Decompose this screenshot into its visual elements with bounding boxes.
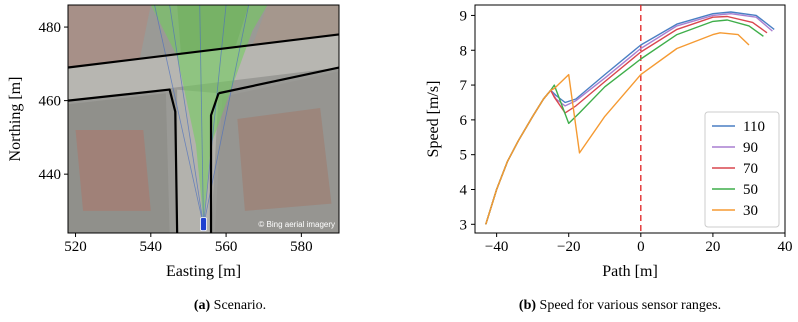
y-tick-label-7: 7 [460, 78, 468, 94]
caption-b-tag: (b) [518, 298, 537, 313]
x-tick-label-20: 20 [705, 239, 720, 255]
right-corner-curb [209, 92, 220, 233]
sensor-ray-3 [199, 5, 204, 226]
y-tick-label-5: 5 [460, 148, 468, 164]
map-layer: © Bing aerial imagery [68, 5, 339, 233]
legend-label-70: 70 [743, 161, 758, 177]
y-axis-label: Northing [m] [7, 77, 24, 162]
caption-a-tag: (a) [193, 298, 211, 313]
speed-line-chart: −40 −20 0 20 40 3 4 5 6 7 8 9 Path [m] Speed [m/s] 110… [425, 4, 793, 280]
upper-road-edge [68, 33, 339, 69]
y-axis-label: Speed [m/s] [425, 81, 442, 158]
y-tick-label-460: 460 [39, 94, 62, 110]
x-tick-label-0: 0 [637, 239, 645, 255]
sensor-ray-4 [203, 5, 227, 226]
plot-frame [474, 4, 786, 234]
y-tick-label-480: 480 [39, 20, 62, 36]
roof-right [237, 107, 332, 211]
caption-b-text: Speed for various sensor ranges. [539, 298, 722, 313]
y-tick-label-8: 8 [460, 43, 468, 59]
y-tick-label-440: 440 [39, 167, 62, 183]
watermark-text: © Bing aerial imagery [258, 220, 335, 229]
building-top-right [252, 5, 339, 46]
y-tick-label-3: 3 [460, 217, 468, 233]
sensor-field-of-view [150, 5, 268, 222]
sensor-ray-1 [154, 5, 204, 226]
caption-a-text: Scenario. [213, 298, 267, 313]
legend-label-50: 50 [743, 182, 758, 198]
caption-b: (b) Speed for various sensor ranges. [470, 298, 770, 314]
legend-label-90: 90 [743, 140, 758, 156]
left-corner-curb [68, 88, 179, 233]
legend-label-110: 110 [743, 119, 765, 135]
x-tick-label--20: −20 [557, 239, 580, 255]
legend-box [704, 111, 780, 228]
series-line-30 [485, 32, 750, 225]
roof-left [75, 130, 151, 211]
map-frame [67, 4, 340, 234]
x-tick-label-40: 40 [778, 239, 793, 255]
vehicle-marker [200, 217, 207, 232]
lower-road-edge-right [218, 66, 339, 95]
x-tick-label-560: 560 [215, 239, 238, 255]
x-tick-label-540: 540 [140, 239, 163, 255]
building-top-left [68, 5, 151, 72]
legend-label-30: 30 [743, 203, 758, 219]
caption-a: (a) Scenario. [80, 298, 380, 314]
x-tick-label-580: 580 [290, 239, 313, 255]
legend: 110 90 70 50 30 [704, 111, 780, 228]
y-tick-label-9: 9 [460, 8, 468, 24]
y-tick-label-4: 4 [460, 182, 468, 198]
y-tick-label-6: 6 [460, 113, 468, 129]
sensor-ray-2 [169, 5, 204, 226]
x-tick-label--40: −40 [485, 239, 508, 255]
x-axis-label: Path [m] [602, 263, 658, 280]
x-axis-label: Easting [m] [166, 263, 241, 280]
scenario-map-plot: © Bing aerial imagery 520 540 560 580 440 460 4… [7, 4, 340, 280]
x-tick-label-520: 520 [64, 239, 87, 255]
